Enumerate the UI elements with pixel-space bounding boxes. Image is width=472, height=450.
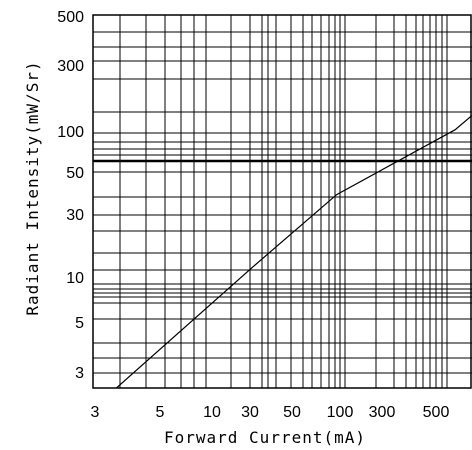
y-tick-label: 5	[75, 315, 84, 332]
y-tick-labels: 500 300 100 50 30 10 5 3	[57, 9, 84, 382]
x-tick-label: 300	[369, 404, 396, 421]
y-tick-label: 10	[66, 270, 84, 287]
y-tick-label: 30	[66, 207, 84, 224]
y-axis-title: Radiant Intensity(mW/Sr)	[23, 60, 42, 315]
grid-lines	[93, 15, 472, 388]
x-tick-label: 3	[91, 404, 100, 421]
x-tick-label: 100	[327, 404, 354, 421]
x-tick-label: 5	[156, 404, 165, 421]
plot-frame	[92, 14, 472, 389]
y-tick-label: 3	[75, 365, 84, 382]
x-tick-label: 30	[241, 404, 259, 421]
series-line	[116, 115, 472, 389]
y-tick-label: 50	[66, 165, 84, 182]
plot-area-frame	[92, 14, 472, 389]
x-tick-label: 10	[203, 404, 221, 421]
x-axis-title: Forward Current(mA)	[164, 428, 366, 447]
y-tick-label: 100	[57, 124, 84, 141]
x-tick-label: 50	[283, 404, 301, 421]
y-tick-label: 300	[57, 58, 84, 75]
x-tick-labels: 3 5 10 30 50 100 300 500	[91, 404, 450, 421]
x-tick-label: 500	[423, 404, 450, 421]
y-tick-label: 500	[57, 9, 84, 26]
series-layer	[116, 115, 472, 389]
